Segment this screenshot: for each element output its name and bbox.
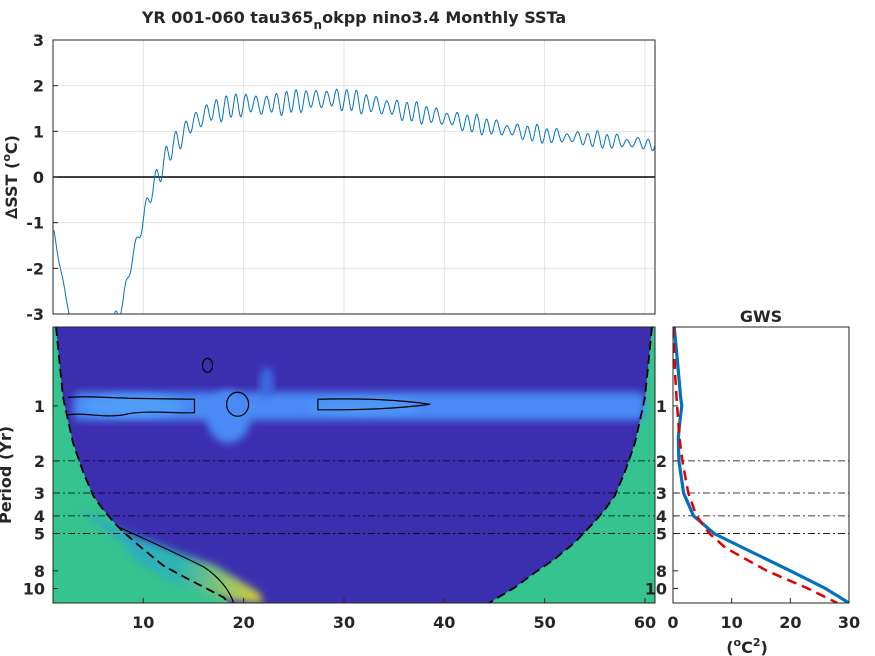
- wv-xtick-label: 30: [333, 613, 355, 632]
- gws-ytick-label: 10: [645, 580, 667, 599]
- gws-xtick-label: 20: [779, 613, 801, 632]
- ssta-series-line: [53, 88, 655, 314]
- chart-title: YR 001-060 tau365nokpp nino3.4 Monthly S…: [141, 8, 566, 32]
- wv-ytick-label: 4: [34, 507, 45, 526]
- wv-ytick-label: 5: [34, 525, 45, 544]
- wv-ytick-label: 8: [34, 562, 45, 581]
- wv-xtick-label: 60: [634, 613, 656, 632]
- gws-xtick-label: 0: [667, 613, 678, 632]
- ts-ytick-label: -1: [26, 214, 44, 233]
- ts-ytick-label: -2: [26, 259, 44, 278]
- gws-xtick-label: 30: [838, 613, 860, 632]
- wv-xtick-label: 50: [534, 613, 556, 632]
- ts-ytick-label: 0: [33, 168, 44, 187]
- wavelet-field: [53, 327, 655, 603]
- gws-ytick-label: 4: [656, 507, 667, 526]
- wv-ytick-label: 10: [23, 580, 45, 599]
- wv-xtick-label: 20: [233, 613, 255, 632]
- gws-spectrum-line: [673, 327, 849, 603]
- annual-band-spike: [259, 367, 274, 400]
- wv-xtick-label: 10: [132, 613, 154, 632]
- ts-ytick-label: 3: [33, 31, 44, 50]
- gws-xtick-label: 10: [721, 613, 743, 632]
- wv-xtick-label: 40: [433, 613, 455, 632]
- timeseries-panel: -3 -2 -1 0 1 2 3: [26, 31, 656, 324]
- wavelet-ylabel: Period (Yr): [0, 426, 15, 524]
- wv-ytick-label: 1: [34, 397, 45, 416]
- gws-ytick-label: 8: [656, 562, 667, 581]
- wv-ytick-label: 2: [34, 452, 45, 471]
- gws-ytick-label: 2: [656, 452, 667, 471]
- annual-band-peak-left: [83, 394, 184, 417]
- wv-ytick-label: 3: [34, 484, 45, 503]
- wavelet-axes-box: [52, 326, 656, 604]
- significance-contour: [117, 526, 235, 604]
- gws-significance-line: [673, 327, 838, 603]
- ts-ytick-label: -3: [26, 305, 44, 324]
- gws-ytick-label: 1: [656, 397, 667, 416]
- annual-band-peak-mid: [309, 397, 420, 414]
- coi-line-right: [488, 327, 653, 603]
- gws-ytick-label: 3: [656, 484, 667, 503]
- ts-ylabel: ∆SST (oC): [0, 135, 21, 219]
- annual-band-blob: [206, 390, 251, 443]
- low-frequency-energy: [78, 507, 264, 603]
- gws-axes-box: [672, 326, 850, 604]
- ts-ytick-label: 2: [33, 77, 44, 96]
- significance-contour: [201, 357, 214, 373]
- gws-xlabel: (oC2): [726, 636, 768, 656]
- coi-line-left: [55, 327, 230, 603]
- gws-ytick-label: 5: [656, 525, 667, 544]
- ts-ytick-label: 1: [33, 122, 44, 141]
- significance-contour: [67, 396, 196, 417]
- gws-title: GWS: [740, 307, 782, 326]
- significance-contour: [317, 398, 431, 411]
- significance-contour: [226, 391, 250, 417]
